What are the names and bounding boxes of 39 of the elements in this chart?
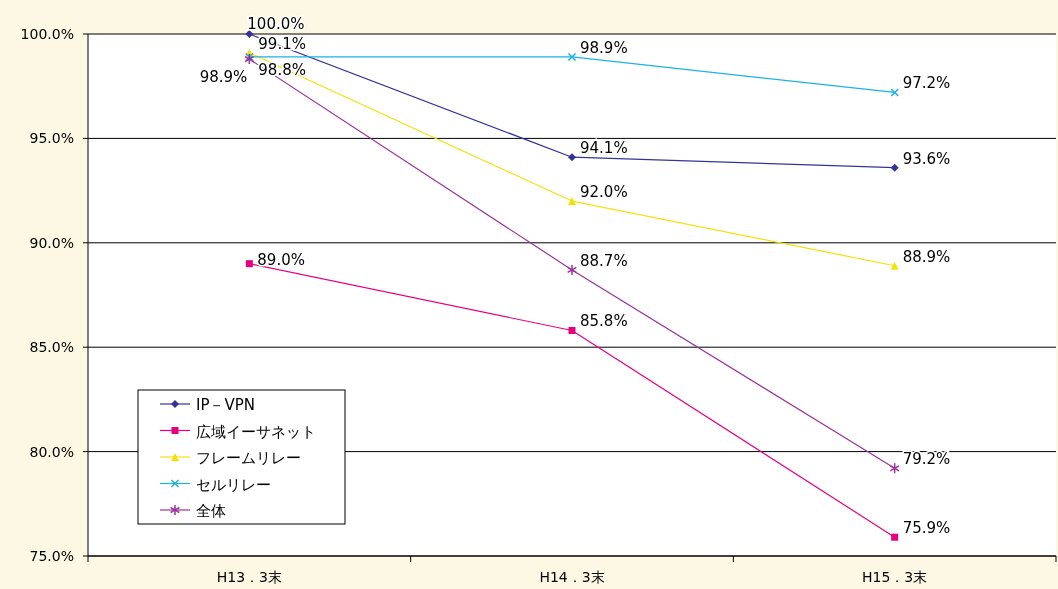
point (891, 533, 899, 541)
data-label: 98.9% (199, 67, 248, 86)
legend-label: 広域イーサネット (196, 422, 316, 441)
data-label: 92.0% (580, 183, 628, 202)
point (567, 264, 577, 275)
legend-label: セルリレー (196, 475, 271, 494)
data-label: 88.9% (902, 247, 951, 266)
legend-label: 全体 (196, 502, 226, 520)
data-label: 89.0% (257, 250, 305, 269)
point (568, 327, 576, 334)
y-tick-label: 75.0% (29, 548, 74, 564)
legend-label: フレームリレー (196, 449, 301, 467)
point (890, 88, 899, 97)
y-tick-label: 85.0% (29, 339, 74, 356)
y-tick-label: 90.0% (29, 234, 74, 251)
data-label: 98.9% (580, 38, 628, 57)
point (245, 260, 253, 268)
point (890, 261, 899, 270)
data-label: 88.7% (580, 251, 628, 270)
y-tick-label: 95.0% (29, 130, 74, 147)
data-label: 100.0% (247, 15, 305, 33)
data-label: 93.6% (902, 149, 951, 168)
point (568, 153, 576, 162)
point (567, 52, 577, 62)
x-tick-label: H13．3末 (216, 569, 282, 585)
data-label: 94.1% (580, 139, 628, 158)
data-label: 79.2% (902, 450, 951, 469)
point (568, 197, 576, 206)
data-label: 85.8% (580, 312, 628, 331)
x-tick-label: H14．3末 (539, 569, 605, 585)
point (245, 30, 254, 38)
data-label: 97.2% (902, 74, 951, 93)
y-tick-label: 80.0% (29, 443, 74, 460)
legend-label: IP－VPN (196, 396, 255, 414)
y-tick-label: 100.0% (20, 26, 74, 42)
point (890, 163, 899, 172)
point (889, 463, 900, 474)
data-label: 75.9% (902, 519, 951, 538)
x-tick-label: H15．3末 (862, 569, 928, 585)
